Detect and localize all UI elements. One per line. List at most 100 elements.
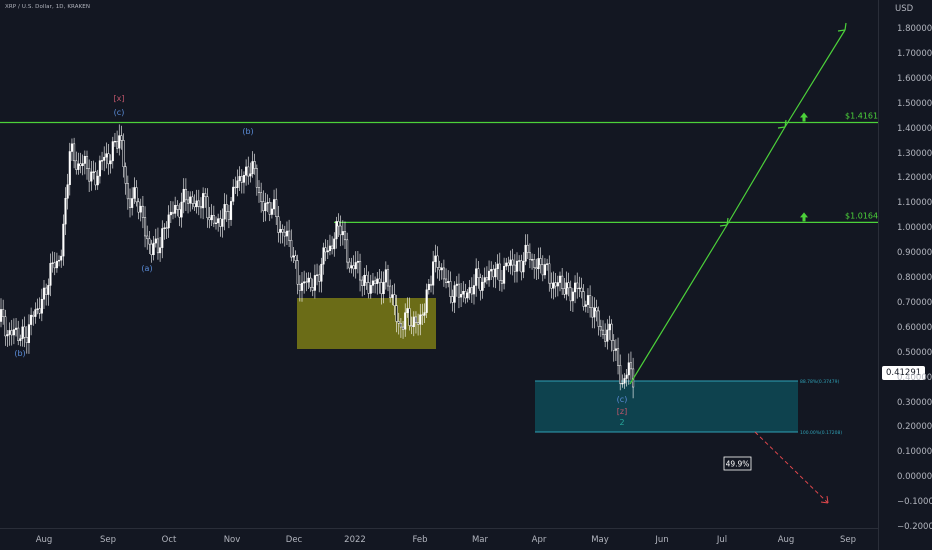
candle-body bbox=[146, 235, 149, 240]
candle-body bbox=[432, 261, 435, 286]
candle-body bbox=[614, 348, 617, 351]
candle-body bbox=[303, 281, 306, 284]
candle-body bbox=[40, 298, 43, 314]
candle-body bbox=[365, 274, 368, 283]
candle-body bbox=[156, 238, 159, 254]
price-tick-label: 1.00000 bbox=[897, 223, 932, 234]
time-tick-label: Sep bbox=[99, 535, 117, 545]
candle-body bbox=[582, 291, 585, 307]
candle-body bbox=[275, 199, 278, 217]
candle-body bbox=[589, 295, 592, 308]
candle-body bbox=[391, 294, 394, 298]
candle-body bbox=[380, 282, 383, 295]
time-tick-label: Sep bbox=[839, 535, 857, 545]
candle-body bbox=[477, 268, 480, 278]
candle-body bbox=[496, 263, 499, 269]
candle-body bbox=[309, 277, 312, 288]
candle-body bbox=[440, 267, 443, 271]
candle-body bbox=[359, 260, 362, 281]
candle-body bbox=[25, 337, 28, 343]
time-axis[interactable]: Aug Sep Oct Nov Dec 2022 Feb Mar Apr May Jun Jul Aug… bbox=[0, 528, 878, 550]
candle-body bbox=[569, 287, 572, 302]
candle-body bbox=[240, 176, 243, 183]
candle-body bbox=[103, 156, 106, 161]
candle-body bbox=[217, 218, 220, 224]
candle-body bbox=[247, 166, 250, 177]
candle-body bbox=[404, 312, 407, 330]
candle-body bbox=[617, 348, 620, 366]
candle-body bbox=[116, 140, 119, 149]
candle-body bbox=[2, 309, 5, 317]
candle-body bbox=[174, 205, 177, 214]
candle-body bbox=[122, 140, 125, 168]
candle-body bbox=[152, 242, 155, 256]
candle-body bbox=[320, 263, 323, 282]
bullish-projection-path bbox=[629, 29, 846, 385]
price-tick-label: 0.60000 bbox=[897, 322, 932, 333]
candle-body bbox=[526, 244, 529, 253]
candle-body bbox=[85, 155, 89, 169]
candle-body bbox=[384, 269, 387, 283]
candle-body bbox=[533, 259, 536, 268]
up-arrow-icon bbox=[800, 212, 808, 222]
candle-body bbox=[335, 221, 338, 240]
candle-body bbox=[58, 259, 61, 262]
candle-body bbox=[580, 287, 583, 292]
candle-body bbox=[45, 287, 48, 295]
candle-body bbox=[227, 211, 230, 220]
candle-body bbox=[574, 282, 577, 293]
candle-body bbox=[457, 283, 460, 298]
candle-body bbox=[81, 163, 84, 166]
price-chart[interactable]: 88.78%(0.37479) 100.00%(0.17208) $1.4161 $1… bbox=[0, 0, 878, 528]
candle-body bbox=[546, 263, 549, 265]
price-axis[interactable]: USD 0.41291 1.80000 1.70000 1.60000 1.50000… bbox=[878, 0, 932, 550]
candle-body bbox=[141, 205, 144, 218]
level-label-upper: $1.4161 bbox=[845, 111, 878, 120]
candle-body bbox=[601, 329, 605, 335]
candle-body bbox=[537, 258, 540, 270]
candle-body bbox=[311, 287, 314, 291]
candle-body bbox=[120, 135, 123, 141]
candle-body bbox=[563, 288, 566, 295]
candle-body bbox=[399, 323, 402, 328]
candle-body bbox=[171, 211, 175, 214]
candle-body bbox=[522, 261, 525, 273]
candle-body bbox=[503, 265, 506, 284]
candle-body bbox=[436, 255, 439, 268]
candle-body bbox=[245, 166, 248, 176]
candle-body bbox=[584, 304, 587, 307]
candle-body bbox=[277, 216, 280, 233]
candle-body bbox=[148, 238, 151, 245]
candle-body bbox=[221, 218, 224, 227]
candle-body bbox=[374, 280, 377, 285]
price-tick-label: 0.40000 bbox=[897, 372, 932, 383]
wave-label-two-may: 2 bbox=[619, 418, 624, 427]
candle-body bbox=[90, 171, 93, 182]
candle-body bbox=[376, 278, 379, 285]
candle-body bbox=[316, 274, 319, 276]
candle-body bbox=[281, 229, 284, 233]
price-tick-label: 0.90000 bbox=[897, 248, 932, 259]
candle-body bbox=[150, 243, 153, 256]
candle-body bbox=[352, 265, 355, 270]
candle-body bbox=[92, 171, 95, 173]
candle-body bbox=[193, 203, 196, 208]
time-tick-label: Aug bbox=[35, 535, 53, 545]
candle-body bbox=[507, 262, 510, 266]
arrowhead-icon bbox=[837, 22, 847, 32]
candle-body bbox=[19, 338, 22, 341]
candle-body bbox=[268, 202, 271, 215]
candle-body bbox=[257, 187, 261, 193]
candle-body bbox=[253, 161, 256, 169]
candle-body bbox=[307, 277, 310, 283]
candle-body bbox=[492, 269, 495, 278]
chart-area[interactable]: 88.78%(0.37479) 100.00%(0.17208) $1.4161 $1… bbox=[0, 0, 878, 528]
candle-body bbox=[470, 287, 473, 295]
candle-body bbox=[144, 217, 147, 237]
candle-body bbox=[509, 259, 512, 266]
candle-body bbox=[191, 196, 194, 204]
candle-body bbox=[627, 362, 630, 376]
time-tick-label: 2022 bbox=[344, 535, 366, 545]
candle-body bbox=[187, 199, 190, 204]
candle-body bbox=[447, 281, 450, 283]
